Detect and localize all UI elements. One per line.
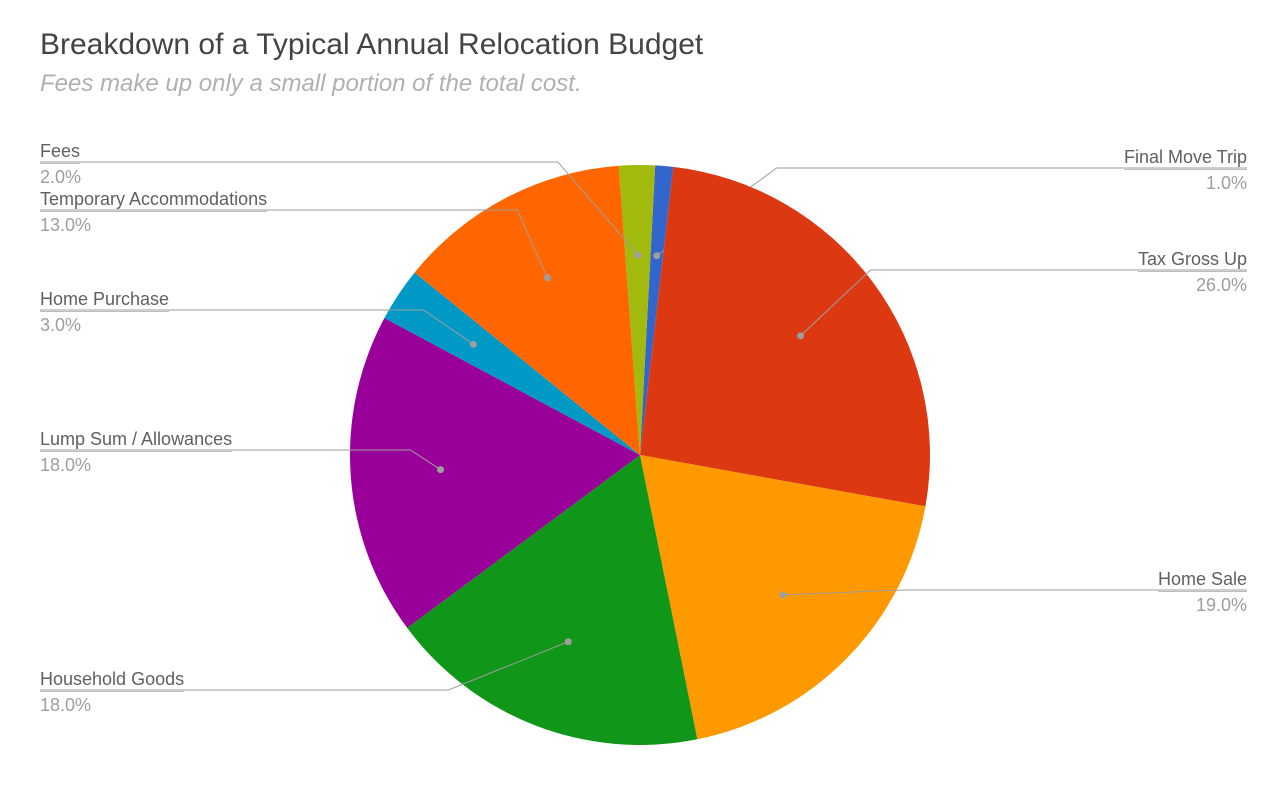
- slice-label-pct: 26.0%: [1138, 274, 1247, 296]
- slice-label-name: Temporary Accommodations: [40, 188, 267, 212]
- slice-label-name: Lump Sum / Allowances: [40, 428, 232, 452]
- slice-label-pct: 2.0%: [40, 166, 81, 188]
- slice-label-name: Fees: [40, 140, 80, 164]
- slice-label-pct: 18.0%: [40, 694, 184, 716]
- slice-label: Final Move Trip1.0%: [1124, 146, 1247, 194]
- slice-label-name: Home Purchase: [40, 288, 169, 312]
- slice-label-pct: 18.0%: [40, 454, 232, 476]
- slice-label-name: Tax Gross Up: [1138, 248, 1247, 272]
- pie-slice: [640, 167, 930, 506]
- chart-page: Breakdown of a Typical Annual Relocation…: [0, 0, 1287, 795]
- slice-label: Lump Sum / Allowances18.0%: [40, 428, 232, 476]
- slice-label-pct: 1.0%: [1124, 172, 1247, 194]
- slice-label-name: Home Sale: [1158, 568, 1247, 592]
- slice-label: Temporary Accommodations13.0%: [40, 188, 267, 236]
- slice-label: Fees2.0%: [40, 140, 81, 188]
- slice-label: Household Goods18.0%: [40, 668, 184, 716]
- slice-label-pct: 13.0%: [40, 214, 267, 236]
- slice-label: Home Sale19.0%: [1158, 568, 1247, 616]
- pie-chart: [0, 0, 1287, 795]
- slice-label-name: Household Goods: [40, 668, 184, 692]
- slice-label-name: Final Move Trip: [1124, 146, 1247, 170]
- slice-label-pct: 3.0%: [40, 314, 169, 336]
- slice-label-pct: 19.0%: [1158, 594, 1247, 616]
- slice-label: Home Purchase3.0%: [40, 288, 169, 336]
- slice-label: Tax Gross Up26.0%: [1138, 248, 1247, 296]
